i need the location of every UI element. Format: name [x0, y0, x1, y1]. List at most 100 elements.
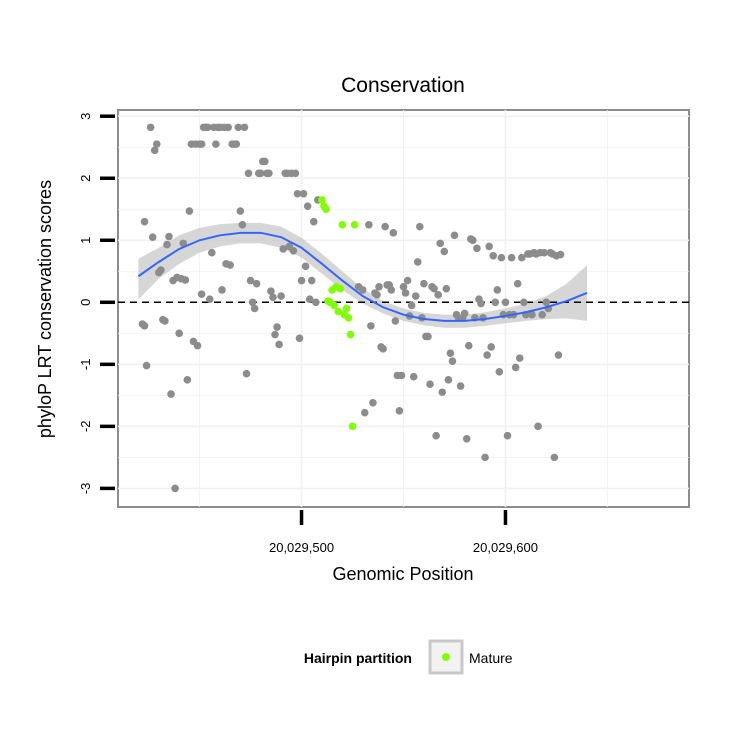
data-point: [403, 276, 412, 285]
data-point: [360, 408, 369, 417]
data-point: [250, 304, 259, 313]
data-point: [387, 286, 396, 294]
mature-point: [336, 284, 345, 293]
data-point: [246, 276, 255, 285]
data-point: [234, 123, 243, 132]
data-point: [379, 345, 387, 353]
data-point: [556, 250, 565, 259]
data-point: [197, 140, 206, 148]
data-point: [381, 222, 389, 231]
data-point: [407, 301, 416, 310]
chart-title: Conservation: [341, 74, 465, 97]
data-point: [493, 286, 502, 294]
data-point: [411, 292, 420, 300]
data-point: [273, 323, 281, 331]
data-point: [291, 169, 300, 178]
data-point: [279, 245, 287, 253]
data-point: [224, 123, 232, 132]
mature-point: [348, 422, 357, 431]
data-point: [375, 282, 383, 291]
y-tick-label: 0: [78, 299, 93, 306]
data-point: [299, 189, 308, 198]
smooth-line: [137, 231, 588, 322]
data-point: [269, 293, 277, 302]
data-point: [175, 329, 183, 338]
mature-point: [330, 301, 338, 310]
data-point: [416, 222, 424, 231]
data-point: [148, 233, 157, 241]
data-point: [485, 242, 493, 251]
data-point: [205, 295, 214, 303]
data-point: [497, 253, 506, 262]
data-point: [426, 380, 434, 388]
data-point: [450, 231, 459, 240]
data-point: [420, 279, 428, 288]
data-point: [448, 357, 457, 366]
data-point: [424, 332, 432, 341]
data-point: [399, 282, 408, 291]
data-point: [550, 453, 559, 462]
data-point: [513, 279, 522, 288]
data-point: [297, 276, 306, 285]
data-point: [440, 247, 449, 256]
data-point: [413, 258, 422, 266]
data-point: [534, 422, 542, 431]
data-point: [265, 169, 273, 178]
data-point: [261, 157, 269, 166]
data-point: [409, 372, 418, 381]
data-point: [167, 390, 175, 398]
mature-point: [318, 196, 326, 204]
data-point: [203, 123, 212, 132]
data-point: [307, 276, 316, 285]
data-point: [503, 431, 512, 440]
data-point: [507, 253, 516, 262]
legend-title: Hairpin partition: [304, 650, 412, 666]
data-point: [369, 398, 377, 407]
data-point: [140, 322, 149, 330]
data-point: [295, 334, 304, 343]
data-point: [358, 286, 367, 294]
mature-point: [346, 330, 355, 339]
data-point: [438, 388, 447, 397]
data-point: [163, 240, 171, 249]
data-point: [142, 361, 151, 370]
y-tick-label: 3: [78, 113, 93, 120]
y-tick-label: -3: [78, 483, 93, 495]
data-point: [540, 248, 549, 257]
data-point: [432, 431, 440, 440]
data-point: [517, 253, 526, 262]
data-point: [469, 236, 477, 245]
data-point: [309, 217, 318, 226]
data-point: [150, 146, 159, 155]
data-point: [489, 251, 498, 260]
data-point: [240, 123, 249, 132]
data-point: [140, 217, 149, 226]
data-point: [373, 291, 381, 299]
data-point: [226, 261, 234, 269]
data-point: [232, 140, 241, 148]
data-point: [391, 317, 400, 325]
data-point: [487, 343, 495, 351]
legend: Hairpin partition Mature: [304, 639, 513, 675]
data-point: [365, 220, 373, 229]
y-tick-label: -2: [78, 421, 93, 433]
data-point: [436, 239, 445, 248]
y-tick-label: 2: [78, 175, 93, 182]
data-point: [462, 434, 471, 443]
data-point: [446, 349, 455, 357]
data-point: [401, 289, 410, 297]
data-point: [538, 310, 546, 319]
data-point: [456, 382, 465, 390]
data-point: [289, 247, 298, 255]
data-point: [483, 351, 491, 359]
data-point: [146, 123, 155, 132]
data-point: [495, 367, 504, 376]
axes: -3 -2 -1 0 1 2 3 20,029,500 20,029,600: [78, 113, 538, 555]
data-point: [528, 310, 536, 319]
data-point: [397, 371, 406, 380]
data-point: [256, 169, 265, 178]
data-point: [197, 290, 206, 299]
data-point: [305, 295, 314, 303]
data-point: [520, 298, 528, 307]
